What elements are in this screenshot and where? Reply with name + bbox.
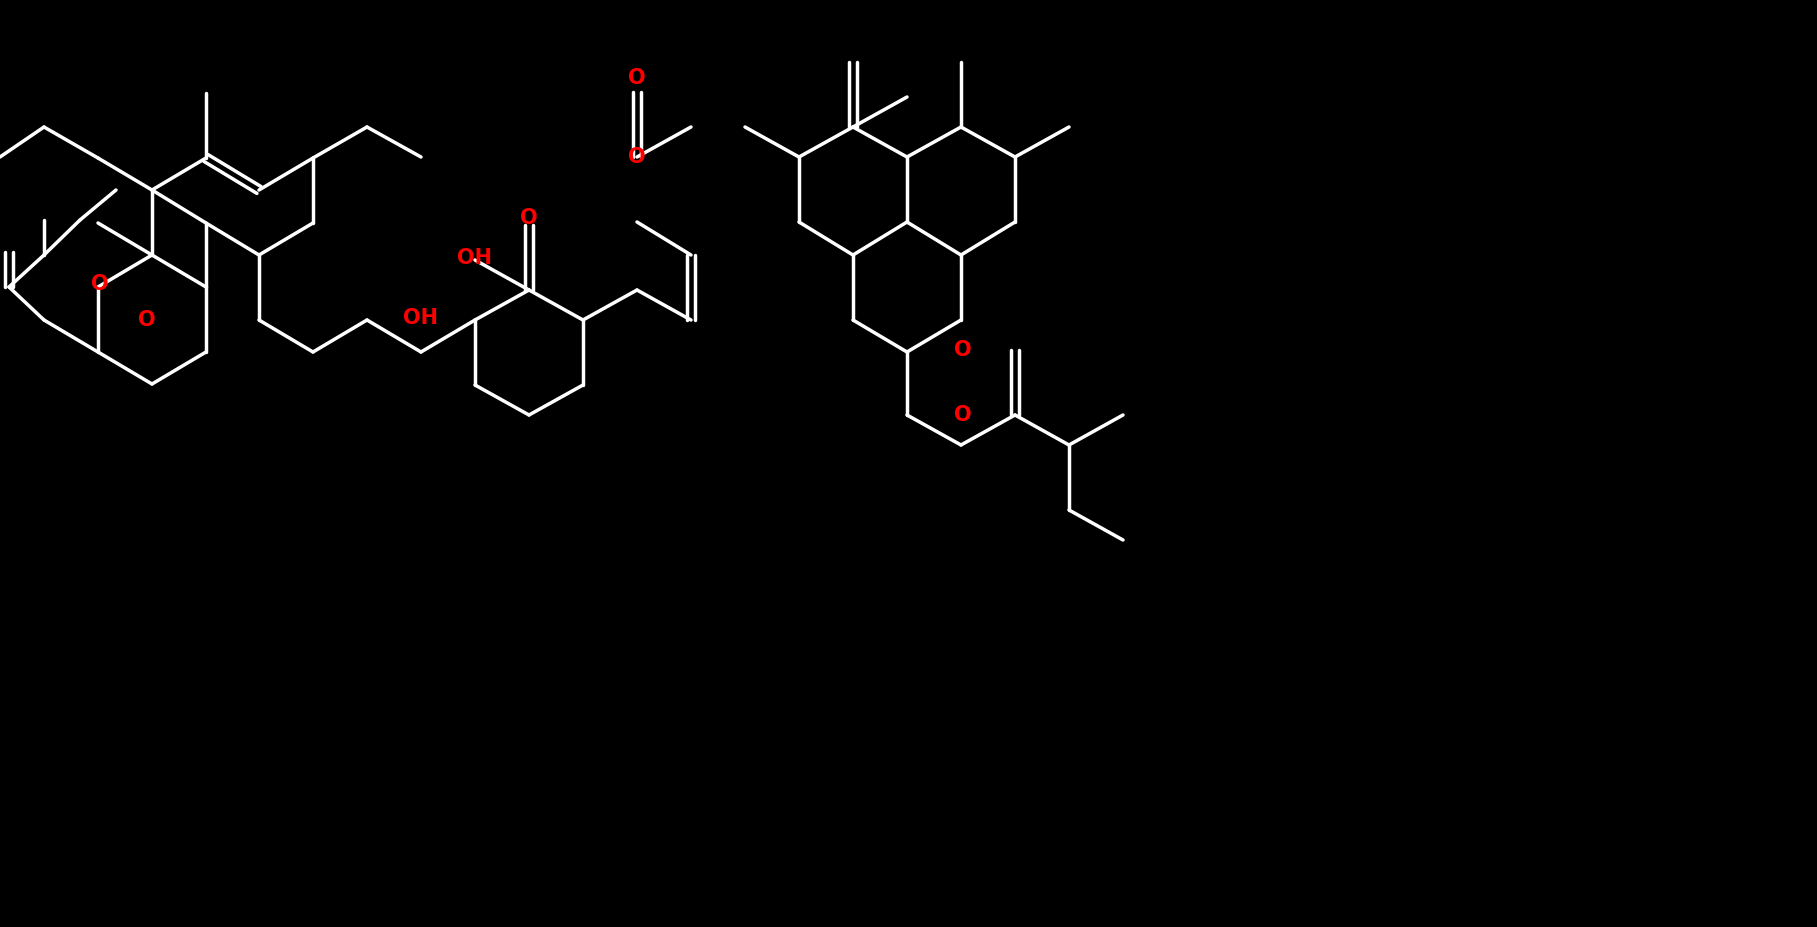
- Text: O: O: [954, 340, 972, 360]
- Text: O: O: [138, 310, 156, 330]
- Text: OH: OH: [458, 248, 492, 268]
- Text: OH: OH: [403, 308, 438, 328]
- Text: O: O: [91, 274, 109, 294]
- Text: O: O: [629, 147, 645, 167]
- Text: O: O: [520, 208, 538, 228]
- Text: O: O: [954, 405, 972, 425]
- Text: O: O: [629, 68, 645, 88]
